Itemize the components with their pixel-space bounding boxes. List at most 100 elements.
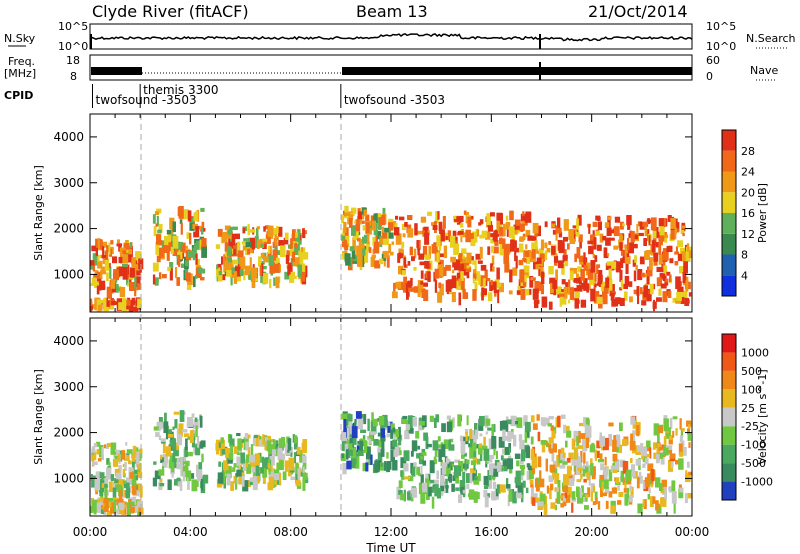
heatmap-cell [370,256,375,267]
heatmap-cell [101,300,104,305]
heatmap-cell [95,491,98,495]
heatmap-cell [137,462,142,475]
heatmap-cell [642,463,646,468]
heatmap-cell [540,440,547,445]
heatmap-cell [478,424,482,431]
heatmap-cell [275,257,280,263]
heatmap-cell [632,430,636,443]
heatmap-cell [587,240,594,245]
heatmap-cell [674,227,677,235]
heatmap-cell [129,506,135,513]
heatmap-cell [366,446,371,460]
heatmap-cell [559,465,565,469]
heatmap-cell [639,221,645,230]
heatmap-cell [586,472,591,481]
heatmap-cell [472,278,475,284]
heatmap-cell [122,302,126,307]
heatmap-cell [251,466,257,473]
heatmap-cell [599,479,604,488]
heatmap-cell [454,465,458,478]
heatmap-cell [284,465,288,472]
heatmap-cell [417,248,420,256]
heatmap-cell [243,271,246,281]
heatmap-cell [285,254,289,264]
heatmap-cell [608,268,612,279]
heatmap-cell [576,247,581,259]
heatmap-cell [359,440,363,451]
heatmap-cell [113,499,117,513]
heatmap-cell [530,415,535,423]
heatmap-cell [460,441,466,454]
heatmap-cell [628,242,634,254]
heatmap-cell [605,263,611,270]
heatmap-cell [474,476,478,481]
heatmap-cell [155,432,160,437]
heatmap-cell [620,470,625,483]
colorbar-swatch [722,254,736,276]
heatmap-cell [519,223,525,231]
heatmap-cell [562,255,568,263]
heatmap-cell [549,277,552,284]
heatmap-cell [201,221,205,232]
heatmap-cell [108,242,111,255]
heatmap-cell [365,222,370,234]
heatmap-cell [599,453,603,460]
heatmap-cell [608,422,614,427]
heatmap-cell [272,227,278,236]
heatmap-cell [168,429,172,434]
heatmap-cell [662,248,669,261]
heatmap-cell [572,287,579,292]
heatmap-cell [235,476,238,490]
heatmap-cell [507,419,512,425]
heatmap-cell [544,417,550,425]
heatmap-cell [543,504,548,515]
heatmap-cell [460,263,467,273]
heatmap-cell [579,488,582,498]
heatmap-cell [474,260,477,273]
heatmap-cell [195,226,200,237]
heatmap-cell [521,468,525,476]
heatmap-cell [173,446,179,457]
heatmap-cell [442,216,446,229]
heatmap-cell [529,480,534,484]
heatmap-cell [437,211,440,220]
heatmap-cell [473,457,478,463]
heatmap-cell [226,456,230,461]
heatmap-cell [195,210,199,221]
heatmap-cell [588,224,591,234]
heatmap-cell [555,269,558,281]
heatmap-cell [600,281,606,292]
heatmap-cell [440,229,445,242]
heatmap-cell [493,289,500,294]
heatmap-cell [221,256,224,265]
heatmap-cell [466,252,472,264]
heatmap-cell [384,461,387,471]
heatmap-cell [581,282,587,290]
heatmap-cell [482,278,486,287]
heatmap-cell [465,229,471,243]
heatmap-cell [99,254,103,259]
heatmap-cell [476,444,479,449]
heatmap-cell [629,485,633,492]
heatmap-cell [649,496,654,507]
heatmap-cell [605,277,610,288]
heatmap-cell [653,299,656,312]
heatmap-cell [583,416,586,427]
heatmap-cell [436,235,441,247]
heatmap-cell [137,471,143,479]
heatmap-cell [548,437,554,448]
heatmap-cell [341,235,347,241]
heatmap-cell [348,214,354,221]
heatmap-cell [367,455,371,465]
colorbar-swatch [722,352,736,371]
heatmap-cell [563,286,568,299]
heatmap-cell [607,215,611,228]
heatmap-cell [420,216,427,223]
heatmap-cell [675,298,682,304]
heatmap-cell [648,487,651,494]
heatmap-cell [355,455,360,469]
heatmap-cell [172,221,176,233]
heatmap-cell [413,462,417,469]
heatmap-cell [626,469,632,481]
heatmap-cell [288,457,295,471]
